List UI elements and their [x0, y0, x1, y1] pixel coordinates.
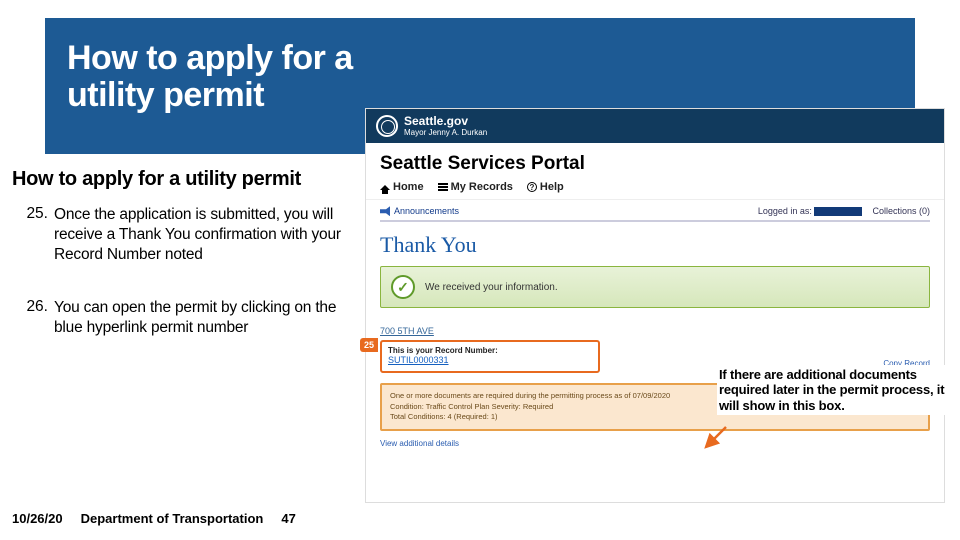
- record-number-box: 25 This is your Record Number: SUTIL0000…: [380, 340, 600, 373]
- nav-my-records[interactable]: My Records: [438, 181, 513, 193]
- address-link[interactable]: 700 5TH AVE: [380, 326, 930, 336]
- arrow-icon: [700, 423, 730, 453]
- section-subtitle: How to apply for a utility permit: [12, 168, 342, 191]
- nav-records-label: My Records: [451, 181, 513, 193]
- help-icon: ?: [527, 182, 537, 192]
- step-text: You can open the permit by clicking on t…: [54, 298, 342, 338]
- list-icon: [438, 186, 448, 188]
- annotation-callout: If there are additional documents requir…: [717, 365, 950, 415]
- step-number: 25.: [12, 205, 54, 264]
- portal-header: Seattle Services Portal Home My Records …: [366, 143, 944, 200]
- logged-in-label: Logged in as:: [758, 206, 812, 216]
- nav-help[interactable]: ? Help: [527, 181, 564, 193]
- announcements-link[interactable]: Announcements: [394, 206, 459, 216]
- portal-screenshot: Seattle.gov Mayor Jenny A. Durkan Seattl…: [365, 108, 945, 503]
- step-item: 25. Once the application is submitted, y…: [12, 205, 342, 264]
- checkmark-icon: ✓: [391, 275, 415, 299]
- success-message: We received your information.: [425, 282, 558, 293]
- username-redacted: [814, 207, 862, 216]
- city-seal-icon: [376, 115, 398, 137]
- collections-link[interactable]: Collections (0): [872, 206, 930, 216]
- step-item: 26. You can open the permit by clicking …: [12, 298, 342, 338]
- slide-title: How to apply for a utility permit: [67, 40, 357, 113]
- step-number: 26.: [12, 298, 54, 338]
- footer-date: 10/26/20: [12, 511, 63, 526]
- utility-bar: Announcements Logged in as: Collections …: [380, 206, 930, 222]
- gov-mayor: Mayor Jenny A. Durkan: [404, 128, 487, 137]
- callout-tag-25: 25: [360, 338, 378, 352]
- record-label: This is your Record Number:: [388, 346, 592, 355]
- nav-help-label: Help: [540, 181, 564, 193]
- nav-home-label: Home: [393, 181, 424, 193]
- portal-title: Seattle Services Portal: [380, 153, 930, 175]
- gov-header: Seattle.gov Mayor Jenny A. Durkan: [366, 109, 944, 143]
- record-number-link[interactable]: SUTIL0000331: [388, 355, 592, 365]
- home-icon: [380, 185, 390, 190]
- footer-page: 47: [281, 511, 295, 526]
- thank-you-heading: Thank You: [380, 232, 930, 258]
- footer: 10/26/20 Department of Transportation 47: [12, 508, 942, 528]
- announcements-icon: [380, 206, 390, 216]
- gov-site: Seattle.gov: [404, 115, 487, 128]
- view-details-link[interactable]: View additional details: [380, 439, 930, 448]
- success-banner: ✓ We received your information.: [380, 266, 930, 308]
- nav-home[interactable]: Home: [380, 181, 424, 193]
- left-column: How to apply for a utility permit 25. On…: [12, 168, 342, 372]
- footer-dept: Department of Transportation: [81, 511, 264, 526]
- step-text: Once the application is submitted, you w…: [54, 205, 342, 264]
